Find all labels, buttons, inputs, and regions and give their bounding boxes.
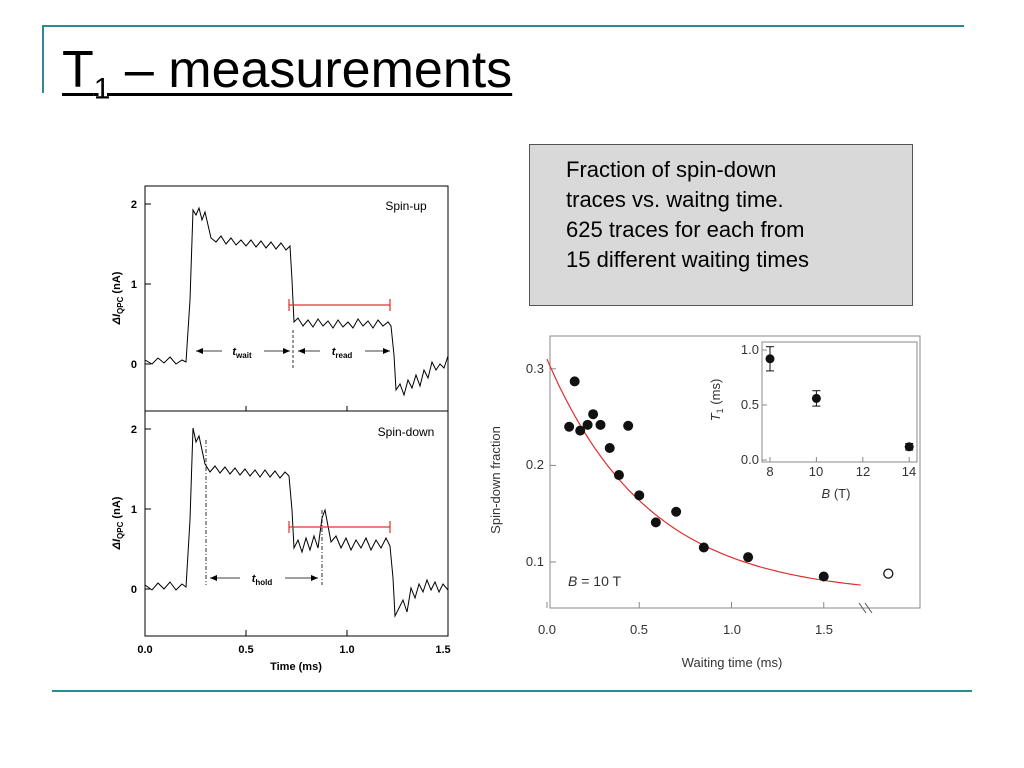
data-point — [671, 506, 682, 517]
data-point — [569, 376, 580, 387]
x-tick-0: 0.0 — [137, 644, 152, 656]
data-point — [575, 425, 586, 436]
y-tick-label-01: 0.1 — [526, 554, 544, 569]
y-tick-label-03: 0.3 — [526, 361, 544, 376]
inset-data-point — [765, 354, 775, 364]
y-tick-bottom-2: 2 — [131, 424, 137, 436]
data-point — [564, 421, 575, 432]
caption-line: 15 different waiting times — [566, 247, 809, 272]
y-axis-label-top: ΔIQPC (nA) — [111, 271, 125, 325]
axis-break-mark — [858, 602, 873, 614]
spin-down-trace — [144, 427, 449, 618]
y-tick-top-1: 1 — [131, 279, 137, 291]
data-point — [634, 490, 645, 501]
x-axis-label: Time (ms) — [270, 661, 322, 673]
inset-data-point — [904, 442, 914, 452]
inset-x-tick-14: 14 — [902, 464, 916, 479]
open-data-point — [883, 568, 894, 579]
y-tick-bottom-0: 0 — [131, 584, 137, 596]
top-rule — [42, 25, 964, 27]
inset-x-label: B (T) — [822, 486, 851, 501]
data-point — [698, 542, 709, 553]
y-tick-top-2: 2 — [131, 199, 137, 211]
t-wait-label: twait — [232, 346, 252, 360]
data-point — [743, 552, 754, 563]
spin-down-label: Spin-down — [378, 425, 435, 439]
title-left-bar — [42, 25, 44, 93]
data-point — [582, 419, 593, 430]
x-tick-label-2: 1.0 — [723, 622, 741, 637]
inset-plot-frame — [761, 341, 918, 463]
t-read-label: tread — [332, 346, 353, 360]
field-annotation: B = 10 T — [568, 573, 622, 589]
data-points — [564, 376, 894, 582]
caption-line: Fraction of spin-down — [566, 157, 777, 182]
x-tick-label-0: 0.0 — [538, 622, 556, 637]
y-tick-bottom-1: 1 — [131, 504, 137, 516]
inset-x-tick-12: 12 — [856, 464, 870, 479]
y-tick-label-02: 0.2 — [526, 457, 544, 472]
data-point — [595, 419, 606, 430]
title-subscript: 1 — [93, 72, 111, 106]
data-point — [588, 409, 599, 420]
data-point — [818, 571, 829, 582]
x-axis-label: Waiting time (ms) — [682, 655, 783, 670]
data-point — [623, 420, 634, 431]
spin-up-label: Spin-up — [385, 199, 427, 213]
inset-data-points — [765, 346, 914, 452]
x-tick-3: 1.5 — [435, 644, 450, 656]
y-axis-label: Spin-down fraction — [488, 426, 503, 534]
data-point — [604, 443, 615, 454]
x-tick-2: 1.0 — [339, 644, 354, 656]
y-axis-label-bottom: ΔIQPC (nA) — [111, 496, 125, 550]
main-plot-frame — [549, 335, 921, 609]
x-tick-1: 0.5 — [238, 644, 253, 656]
inset-y-label: T1 (ms) — [708, 379, 725, 422]
x-tick-label-3: 1.5 — [815, 622, 833, 637]
caption-box: Fraction of spin-down traces vs. waitng … — [529, 144, 913, 306]
inset-ticks — [762, 349, 910, 462]
caption-line: traces vs. waitng time. — [566, 187, 784, 212]
slide-title: T1 – measurements — [62, 40, 512, 106]
data-point — [613, 470, 624, 481]
inset-x-tick-10: 10 — [809, 464, 823, 479]
spin-down-panel-frame — [144, 410, 449, 637]
spin-down-fraction-chart: 0.0 0.5 1.0 1.5 0.1 0.2 0.3 Waiting time… — [488, 335, 921, 670]
caption-line: 625 traces for each from — [566, 217, 805, 242]
inset-y-tick-05: 0.5 — [741, 397, 759, 412]
y-tick-top-0: 0 — [131, 359, 137, 371]
title-rest: – measurements — [110, 41, 513, 99]
bottom-rule — [52, 690, 972, 692]
inset-y-tick-1: 1.0 — [741, 342, 759, 357]
inset-x-tick-8: 8 — [766, 464, 773, 479]
inset-y-tick-0: 0.0 — [741, 452, 759, 467]
qpc-trace-figure: Spin-up Spin-down 2 1 0 2 1 0 0.0 0.5 1.… — [111, 185, 451, 673]
inset-data-point — [811, 393, 821, 403]
data-point — [650, 517, 661, 528]
title-main: T — [62, 41, 94, 99]
t-hold-label: thold — [252, 573, 273, 587]
x-tick-label-1: 0.5 — [630, 622, 648, 637]
spin-up-trace — [144, 206, 449, 397]
